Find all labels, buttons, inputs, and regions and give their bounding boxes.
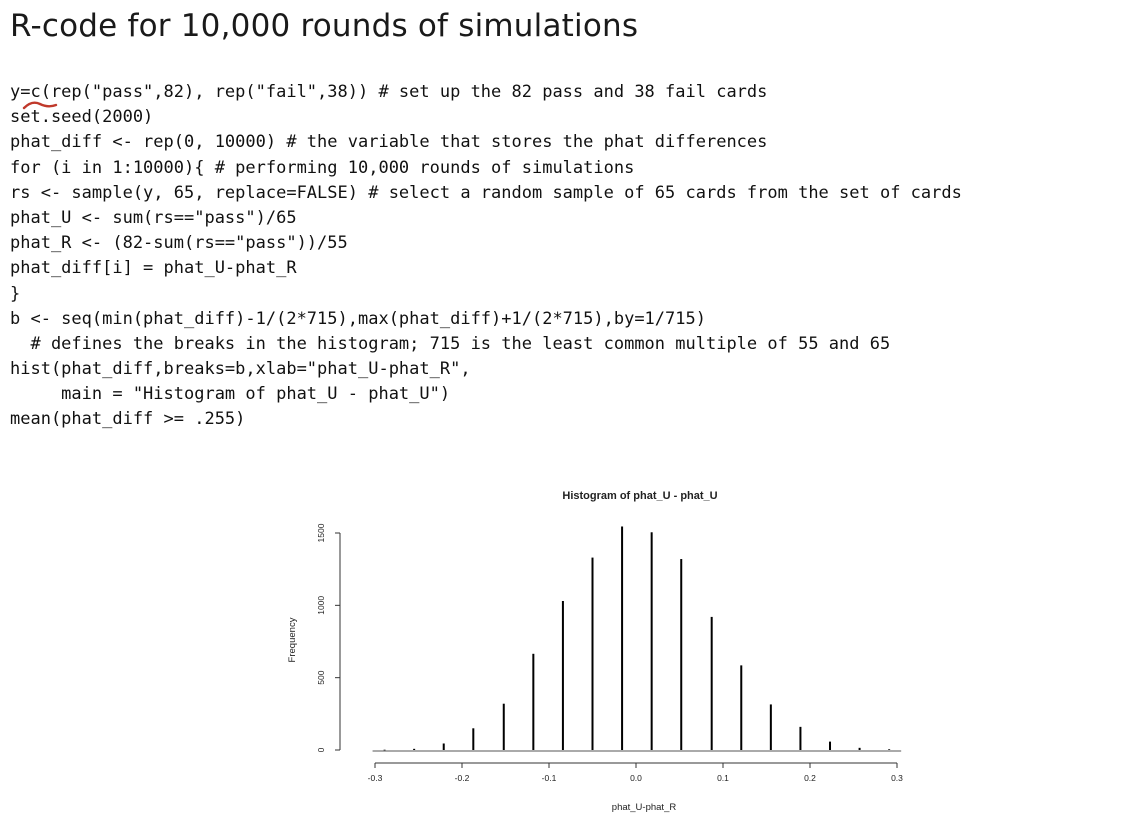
x-tick-label: 0.0	[630, 773, 642, 783]
x-tick-label: -0.2	[455, 773, 470, 783]
histogram-bar	[591, 557, 594, 750]
code-line: b <- seq(min(phat_diff)-1/(2*715),max(ph…	[10, 308, 706, 329]
histogram-bar	[650, 532, 653, 750]
code-line: mean(phat_diff >= .255)	[10, 409, 246, 430]
histogram-bar	[442, 743, 445, 750]
histogram-bar	[710, 616, 713, 750]
code-line: y=c(rep("pass",82), rep("fail",38)) # se…	[10, 82, 768, 102]
histogram-bar	[888, 749, 891, 750]
red-underline-annotation	[22, 101, 58, 110]
x-tick-label: 0.3	[891, 773, 903, 783]
y-tick-label: 0	[316, 747, 326, 752]
code-line: main = "Histogram of phat_U - phat_U")	[10, 384, 451, 405]
r-code-block: y=c(rep("pass",82), rep("fail",38)) # se…	[10, 80, 962, 433]
slide-title: R-code for 10,000 rounds of simulations	[10, 8, 639, 44]
histogram-bar	[769, 704, 772, 750]
code-line: set.seed(2000)	[10, 107, 154, 128]
code-line: phat_R <- (82-sum(rs=="pass"))/55	[10, 233, 348, 254]
histogram-bar	[680, 559, 683, 750]
code-line: phat_diff <- rep(0, 10000) # the variabl…	[10, 132, 768, 153]
histogram-bar	[621, 526, 624, 750]
histogram-bar	[413, 748, 416, 750]
histogram-bar	[740, 665, 743, 750]
x-tick-label: -0.1	[542, 773, 557, 783]
histogram-bar	[829, 741, 832, 750]
histogram-bar	[561, 600, 564, 750]
histogram-bar	[799, 726, 802, 750]
histogram-bar	[858, 747, 861, 750]
y-tick-label: 500	[316, 670, 326, 684]
code-line: hist(phat_diff,breaks=b,xlab="phat_U-pha…	[10, 359, 471, 380]
histogram-chart: Histogram of phat_U - phat_U Frequency p…	[287, 490, 903, 813]
histogram-bar	[383, 749, 386, 751]
y-axis-label: Frequency	[287, 617, 298, 662]
code-line: phat_diff[i] = phat_U-phat_R	[10, 258, 297, 279]
x-tick-label: -0.3	[368, 773, 383, 783]
chart-title: Histogram of phat_U - phat_U	[562, 490, 717, 502]
histogram-bar	[502, 703, 505, 750]
code-line: phat_U <- sum(rs=="pass")/65	[10, 207, 297, 228]
code-line: for (i in 1:10000){ # performing 10,000 …	[10, 157, 635, 178]
histogram-bar	[532, 653, 535, 750]
x-tick-label: 0.1	[717, 773, 729, 783]
x-tick-label: 0.2	[804, 773, 816, 783]
code-line: rs <- sample(y, 65, replace=FALSE) # sel…	[10, 182, 962, 203]
x-axis-label: phat_U-phat_R	[612, 802, 677, 813]
histogram-bar	[472, 728, 475, 750]
code-line: # defines the breaks in the histogram; 7…	[10, 333, 891, 354]
code-line: }	[10, 283, 21, 304]
y-tick-label: 1500	[316, 523, 326, 542]
y-tick-label: 1000	[316, 596, 326, 615]
